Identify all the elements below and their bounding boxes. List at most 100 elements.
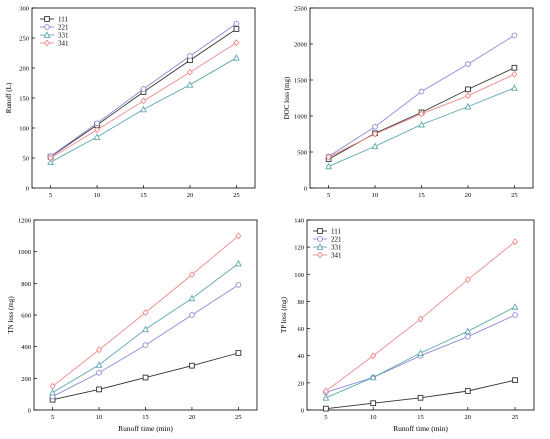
series-331	[47, 54, 240, 166]
series-line	[325, 379, 516, 410]
y-tick-label: 1000	[294, 114, 307, 121]
data-point	[417, 394, 424, 401]
y-tick-label: 300	[19, 6, 29, 13]
y-tick-label: 80	[298, 299, 305, 306]
legend-marker	[44, 16, 50, 22]
data-point	[464, 388, 471, 394]
y-tick-label: 200	[19, 66, 29, 73]
y-tick-label: 600	[21, 313, 31, 320]
y-tick-label: 50	[23, 156, 30, 163]
series-331	[325, 84, 518, 170]
data-point	[418, 88, 425, 95]
data-point	[187, 53, 193, 59]
data-point	[233, 39, 240, 47]
series-341	[49, 232, 242, 390]
x-tick-label: 5	[49, 192, 52, 199]
x-tick-label: 15	[417, 414, 424, 421]
data-point	[188, 294, 196, 302]
data-point	[186, 81, 194, 88]
data-point	[233, 26, 240, 32]
x-tick-label: 20	[189, 414, 196, 421]
series-line	[328, 34, 515, 157]
legend-marker	[317, 251, 323, 259]
data-point	[49, 388, 57, 396]
legend-label: 221	[58, 24, 69, 32]
data-point	[511, 32, 518, 39]
legend-marker	[317, 236, 323, 242]
y-tick-label: 800	[21, 281, 31, 288]
data-point	[189, 312, 195, 318]
series-111	[47, 26, 240, 160]
legend-marker	[44, 39, 50, 47]
y-tick-label: 500	[297, 150, 307, 157]
series-221	[47, 20, 240, 160]
data-point	[140, 97, 147, 105]
x-tick-label: 25	[235, 414, 242, 421]
data-point	[370, 352, 377, 360]
data-point	[511, 70, 518, 78]
series-111	[323, 377, 518, 412]
x-tick-label: 10	[372, 192, 379, 199]
series-331	[49, 259, 242, 396]
legend-marker	[44, 24, 50, 30]
data-point	[464, 276, 471, 284]
data-point	[142, 374, 149, 381]
legend-label: 111	[331, 228, 341, 236]
series-331	[322, 303, 519, 401]
data-point	[234, 259, 242, 267]
chart-panel-2: 0 500 1000 1500 2000 2500 5 10 15 20 25 DOC loss (m…	[283, 6, 534, 199]
legend-label: 341	[331, 252, 342, 260]
y-tick-label: 0	[28, 408, 31, 415]
y-tick-label: 0	[304, 186, 307, 193]
x-tick-label: 20	[465, 192, 472, 199]
x-tick-label: 5	[327, 192, 330, 199]
chart-panel-1: 0 50 100 150 200 250 300 5 10 15 20 25 Runoff (L) 111…	[5, 6, 256, 199]
data-point	[94, 126, 101, 134]
data-point	[371, 142, 379, 150]
data-point	[417, 349, 424, 356]
data-point	[235, 282, 242, 288]
x-tick-label: 10	[370, 414, 377, 421]
data-point	[372, 130, 379, 138]
data-point	[186, 68, 193, 76]
data-point	[322, 394, 330, 401]
chart-panel-4: 0 20 40 60 80 100 120 140 5 10 15 20 25 TP loss (mg) R…	[280, 218, 535, 433]
x-tick-label: 25	[511, 192, 518, 199]
data-point	[142, 325, 149, 333]
data-point	[142, 342, 149, 348]
data-point	[235, 350, 242, 356]
x-tick-label: 15	[142, 414, 149, 421]
data-point	[232, 54, 240, 61]
legend-label: 111	[58, 16, 68, 24]
x-tick-label: 10	[94, 192, 101, 199]
plot-frame	[309, 7, 534, 189]
y-tick-label: 100	[19, 126, 29, 133]
y-tick-label: 60	[298, 326, 305, 333]
legend-marker	[317, 228, 323, 234]
legend-label: 331	[331, 244, 342, 252]
x-tick-label: 5	[51, 414, 54, 421]
data-point	[96, 386, 102, 393]
data-point	[140, 105, 147, 113]
y-tick-label: 120	[294, 245, 304, 252]
data-point	[94, 120, 100, 127]
data-point	[418, 110, 425, 118]
data-point	[49, 382, 56, 390]
legend-marker	[43, 31, 51, 38]
data-point	[96, 369, 102, 376]
data-point	[233, 20, 240, 27]
data-point	[142, 309, 149, 317]
y-tick-label: 1000	[18, 249, 31, 256]
series-221	[325, 32, 518, 160]
data-point	[369, 373, 377, 381]
y-axis-title: DOC loss (mg)	[283, 76, 291, 119]
y-tick-label: 100	[294, 272, 304, 279]
y-tick-label: 1500	[294, 78, 307, 85]
y-tick-label: 0	[301, 408, 304, 415]
data-point	[370, 400, 377, 407]
data-point	[512, 312, 518, 318]
y-tick-label: 150	[19, 96, 29, 103]
series-341	[325, 70, 518, 161]
data-point	[512, 377, 518, 383]
